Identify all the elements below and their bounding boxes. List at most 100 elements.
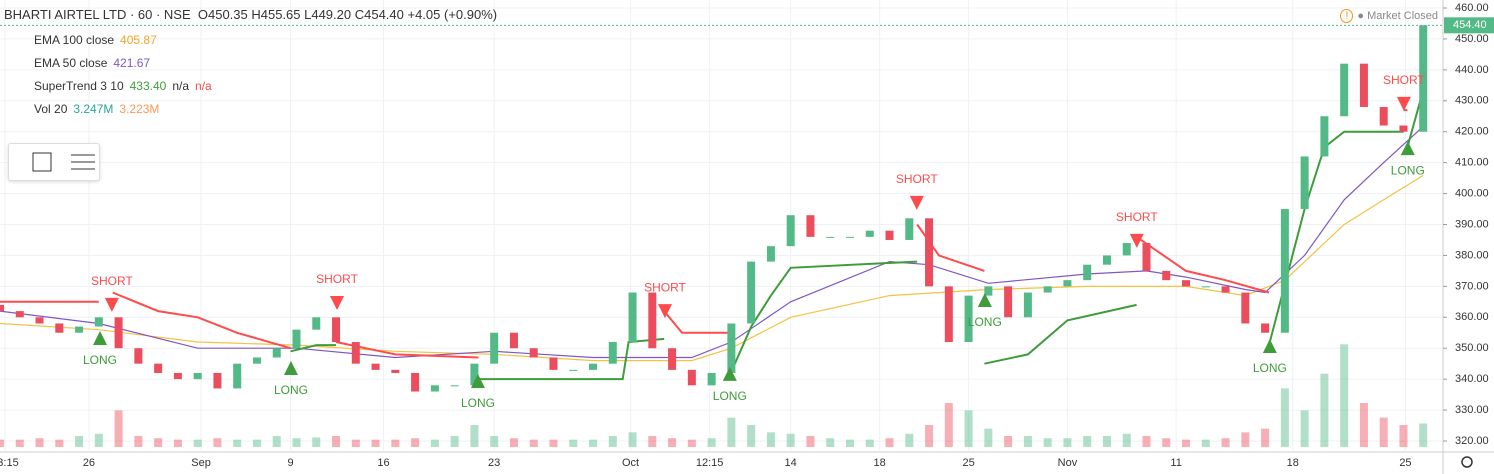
volume-bar	[411, 438, 420, 447]
signal-marker	[722, 366, 737, 381]
candle	[845, 236, 854, 238]
candle	[94, 317, 103, 327]
signal-label: SHORT	[896, 172, 938, 186]
y-tick-label: 320.00	[1455, 435, 1489, 447]
candle	[193, 372, 202, 380]
legend-row[interactable]: EMA 100 close 405.87	[8, 30, 212, 53]
x-tick-label: Sep	[191, 457, 211, 469]
y-tick-label: 400.00	[1455, 187, 1489, 199]
volume-bar	[668, 438, 677, 447]
candle	[1280, 209, 1289, 333]
legend-value: 405.87	[120, 33, 157, 47]
volume-bar	[173, 439, 182, 447]
volume-bar	[470, 425, 479, 447]
last-price-badge	[1444, 17, 1494, 34]
signal-marker	[283, 361, 298, 376]
candle	[628, 292, 637, 343]
signal-marker	[1400, 141, 1415, 156]
legend-row[interactable]: EMA 50 close 421.67	[8, 53, 212, 76]
signal-marker	[470, 373, 485, 388]
symbol-title: BHARTI AIRTEL LTD · 60 · NSE	[4, 7, 191, 22]
volume-bar	[430, 439, 439, 447]
x-tick-label: 18	[1287, 457, 1299, 469]
signal-marker	[330, 296, 345, 311]
indicator-line	[0, 109, 1408, 359]
volume-bar	[1102, 436, 1111, 447]
volume-bar	[529, 439, 538, 447]
volume-bar	[312, 437, 321, 447]
volume-bar	[94, 433, 103, 447]
candle	[727, 323, 736, 373]
y-tick-label: 360.00	[1455, 311, 1489, 323]
y-tick-label: 420.00	[1455, 126, 1489, 138]
toolbar-icons	[32, 152, 95, 172]
settings-button[interactable]	[1461, 456, 1473, 468]
legend-name: Vol 20	[34, 102, 68, 116]
volume-bar	[885, 438, 894, 447]
candle	[1221, 286, 1230, 293]
legend: EMA 100 close 405.87 EMA 50 close 421.67 Sup…	[8, 30, 212, 122]
candle	[1419, 25, 1428, 132]
candle	[806, 215, 815, 237]
status-text: Market Closed	[1367, 10, 1438, 22]
signal-label: SHORT	[1383, 73, 1425, 87]
x-tick-label: 16	[377, 457, 389, 469]
candle	[1043, 286, 1052, 293]
volume-bar	[292, 438, 301, 447]
header: BHARTI AIRTEL LTD · 60 · NSE O450.35 H45…	[4, 7, 497, 22]
volume-bar	[786, 433, 795, 447]
indicator-line	[290, 90, 1425, 381]
y-tick-label: 460.00	[1455, 2, 1489, 14]
candle	[312, 317, 321, 330]
candle	[766, 246, 775, 262]
volume-bar	[1004, 436, 1013, 447]
x-tick-label: 18	[874, 457, 886, 469]
candle	[173, 372, 182, 380]
signal-marker	[977, 292, 992, 307]
y-tick-label: 390.00	[1455, 218, 1489, 230]
legend-name: EMA 100 close	[34, 33, 115, 47]
candle	[1359, 63, 1368, 107]
volume-bar	[865, 439, 874, 447]
signal-label: SHORT	[91, 274, 133, 288]
volume-bar	[1043, 438, 1052, 447]
volume-bar	[984, 428, 993, 447]
candle	[1142, 243, 1151, 271]
candle	[1320, 116, 1329, 157]
candle	[1162, 270, 1171, 281]
candle	[826, 236, 835, 238]
signal-marker	[1129, 233, 1144, 248]
legend-row[interactable]: Vol 20 3.247M 3.223M	[8, 99, 212, 122]
legend-value: 3.247M	[73, 102, 114, 116]
signal-marker	[657, 304, 672, 319]
volume-bar	[964, 410, 973, 447]
candle	[1340, 63, 1349, 117]
volume-bar	[944, 403, 953, 447]
candle	[964, 295, 973, 343]
signal-label: SHORT	[1116, 210, 1158, 224]
candle	[589, 363, 598, 370]
volume-bar	[75, 436, 84, 447]
volume-bar	[1280, 388, 1289, 447]
rect-tool[interactable]	[32, 152, 52, 172]
volume-bar	[35, 438, 44, 447]
volume-bar	[628, 432, 637, 447]
candle	[865, 230, 874, 237]
y-tick-label: 340.00	[1455, 373, 1489, 385]
candle	[648, 292, 657, 349]
signal-label: LONG	[1253, 361, 1287, 375]
candle	[687, 369, 696, 386]
candle	[885, 230, 894, 240]
legend-row[interactable]: SuperTrend 3 10 433.40 n/a n/a	[8, 76, 212, 99]
volume-bar	[845, 439, 854, 447]
x-tick-label: Oct	[622, 457, 639, 469]
volume-bar	[233, 439, 242, 447]
drawing-toolbar[interactable]	[8, 143, 100, 181]
candle	[411, 372, 420, 392]
candle	[154, 363, 163, 373]
x-tick-label: 26	[83, 457, 95, 469]
volume-bar	[569, 439, 578, 447]
candle	[75, 326, 84, 333]
x-tick-label: 13:15	[0, 457, 19, 469]
